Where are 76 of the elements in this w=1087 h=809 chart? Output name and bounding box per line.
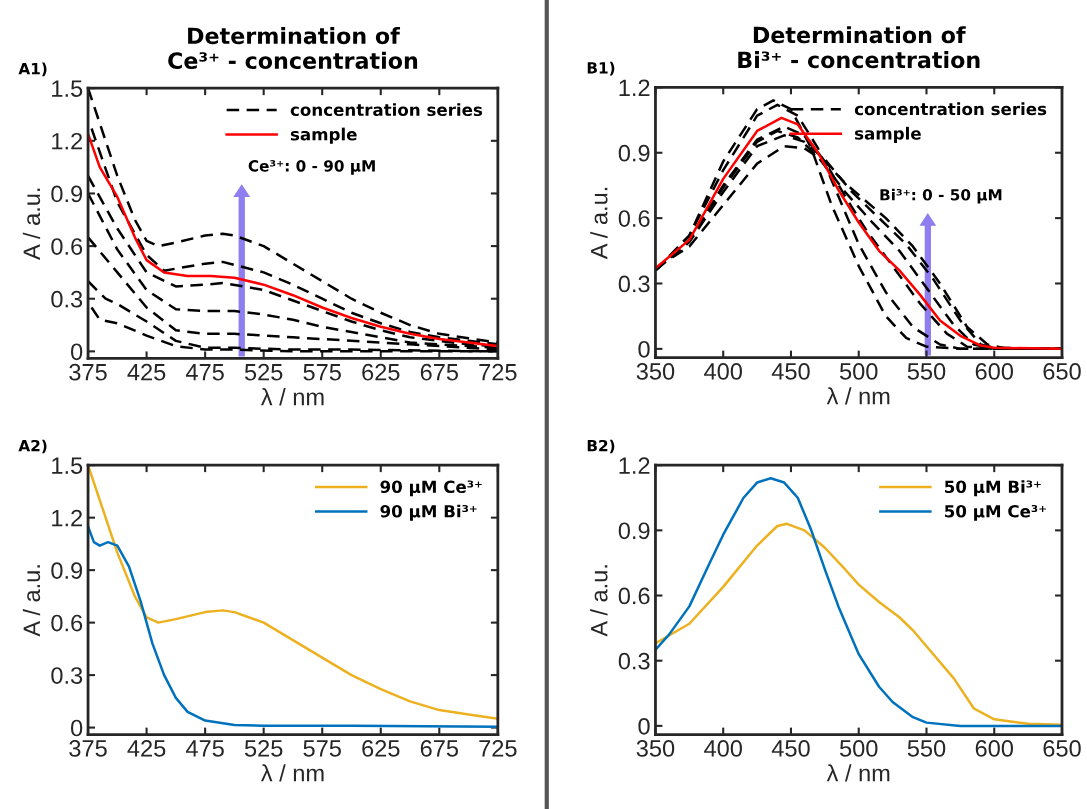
x-tick-label: 375: [69, 740, 107, 757]
legend-label: sample: [855, 126, 921, 143]
legend-label: concentration series: [854, 102, 1047, 116]
x-tick-label: 375: [69, 363, 107, 381]
text: A2): [18, 439, 47, 454]
x-axis-title: λ / nm: [260, 764, 324, 782]
y-axis-title: A / a.u.: [590, 565, 608, 637]
x-axis-title: λ / nm: [826, 387, 890, 405]
y-tick-label: 0: [638, 340, 650, 358]
x-tick-label: 600: [975, 740, 1014, 757]
legend-label: 90 µM Bi³⁺: [380, 504, 477, 521]
x-tick-label: 400: [704, 740, 742, 757]
x-tick-label: 500: [839, 363, 878, 380]
text: B2): [587, 439, 615, 454]
x-tick-label: 525: [244, 363, 283, 381]
y-tick-label: 0.3: [618, 275, 650, 293]
chart-title: Determination of Ce³⁺ - concentration: [168, 26, 418, 70]
x-tick-label: 525: [244, 740, 283, 757]
y-tick-label: 0.6: [618, 587, 650, 605]
annotation: Bi³⁺: 0 - 50 µM: [880, 188, 1002, 204]
legend-label: 90 µM Ce³⁺: [380, 480, 482, 497]
y-tick-label: 0.9: [618, 522, 650, 540]
y-tick-label: 0.9: [51, 562, 83, 579]
x-tick-label: 675: [420, 740, 459, 757]
x-tick-label: 350: [636, 740, 675, 757]
y-axis-title: A / a.u.: [22, 565, 41, 637]
y-tick-label: 0.3: [51, 290, 83, 308]
chart-title: Determination of Bi³⁺ - concentration: [738, 26, 980, 69]
x-axis-title: λ / nm: [826, 764, 890, 782]
y-axis-title: A / a.u.: [22, 188, 41, 260]
x-tick-label: 600: [975, 363, 1014, 380]
x-tick-label: 625: [362, 740, 400, 757]
x-tick-label: 575: [303, 364, 341, 381]
text: B1): [587, 61, 615, 76]
y-tick-label: 1.2: [619, 79, 650, 96]
x-tick-label: 625: [362, 363, 400, 381]
annotation: Ce³⁺: 0 - 90 µM: [248, 160, 375, 175]
x-tick-label: 500: [839, 740, 878, 757]
y-tick-label: 0.3: [51, 667, 83, 684]
y-tick-label: 1.2: [52, 509, 82, 527]
x-tick-label: 450: [771, 740, 810, 757]
legend-label: concentration series: [290, 103, 483, 117]
y-tick-label: 1.2: [619, 457, 650, 474]
y-tick-label: 0.6: [51, 238, 83, 255]
x-tick-label: 550: [907, 740, 946, 757]
text: A1): [18, 62, 47, 77]
x-tick-label: 450: [771, 363, 810, 380]
y-tick-label: 1.2: [52, 132, 82, 150]
x-tick-label: 575: [303, 740, 341, 757]
x-tick-label: 425: [127, 740, 166, 757]
y-tick-label: 0: [638, 717, 650, 735]
x-tick-label: 350: [636, 363, 675, 380]
y-axis-title: A / a.u.: [590, 187, 608, 260]
y-tick-label: 0: [70, 719, 83, 737]
legend-label: 50 µM Bi³⁺: [945, 480, 1041, 497]
y-tick-label: 0: [70, 343, 83, 361]
x-tick-label: 400: [704, 363, 742, 380]
x-tick-label: 650: [1043, 740, 1081, 757]
x-tick-label: 425: [127, 363, 166, 381]
legend-label: sample: [290, 127, 357, 144]
x-tick-label: 550: [907, 363, 946, 380]
y-tick-label: 0.6: [51, 614, 83, 632]
x-tick-label: 650: [1043, 363, 1081, 380]
legend-label: 50 µM Ce³⁺: [945, 504, 1046, 521]
x-tick-label: 475: [185, 740, 224, 757]
x-tick-label: 475: [185, 364, 224, 381]
y-tick-label: 0.3: [618, 652, 650, 670]
x-tick-label: 725: [479, 740, 517, 757]
x-tick-label: 675: [420, 363, 459, 381]
y-tick-label: 0.9: [51, 185, 83, 203]
y-tick-label: 0.6: [618, 210, 650, 227]
y-tick-label: 0.9: [618, 144, 650, 162]
y-tick-label: 1.5: [52, 80, 83, 97]
x-tick-label: 725: [479, 363, 517, 381]
x-axis-title: λ / nm: [260, 388, 324, 406]
y-tick-label: 1.5: [52, 457, 83, 474]
